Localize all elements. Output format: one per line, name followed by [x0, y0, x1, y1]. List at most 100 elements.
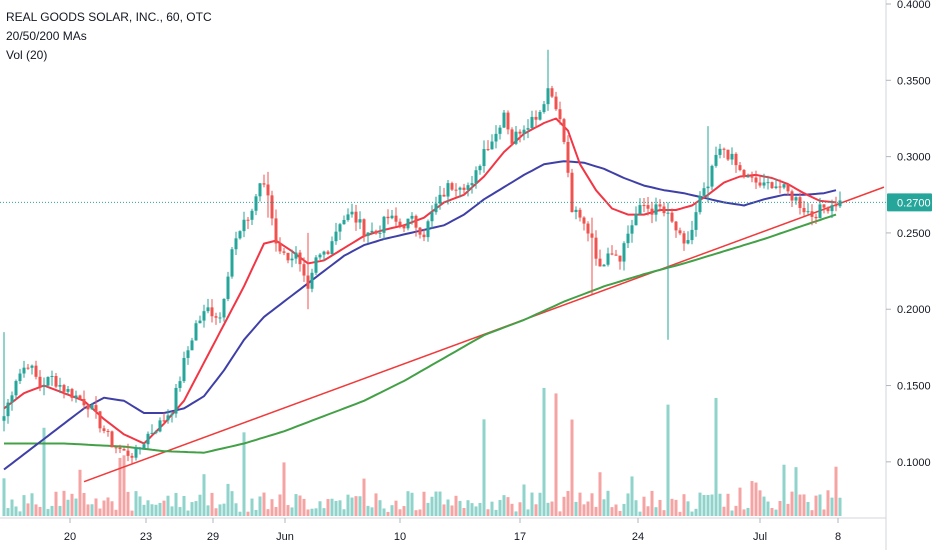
- volume-bar: [502, 495, 506, 516]
- candle-body: [318, 254, 322, 258]
- candle-body: [178, 381, 182, 388]
- last-price-label: 0.2700: [897, 197, 931, 209]
- volume-bar: [254, 509, 258, 516]
- volume-bar: [450, 505, 454, 516]
- volume-bar: [406, 491, 410, 516]
- candle-body: [646, 205, 650, 209]
- candle-body: [626, 233, 630, 244]
- volume-bar: [106, 497, 110, 516]
- candle-body: [242, 219, 246, 232]
- volume-bar: [630, 476, 634, 516]
- volume-bar: [790, 491, 794, 516]
- candle-body: [778, 186, 782, 188]
- volume-bar: [702, 494, 706, 516]
- volume-bar: [710, 494, 714, 516]
- candle-body: [246, 219, 250, 221]
- candle-body: [406, 218, 410, 229]
- volume-legend[interactable]: Vol (20): [6, 48, 48, 62]
- candle-body: [134, 448, 138, 458]
- last-price-label-bg: [887, 193, 932, 212]
- candle-body: [750, 176, 754, 178]
- volume-bar: [18, 511, 22, 516]
- candle-body: [506, 112, 510, 130]
- volume-bar: [182, 495, 186, 516]
- candle-body: [774, 186, 778, 189]
- volume-bar: [398, 509, 402, 516]
- volume-bar: [130, 510, 134, 516]
- candle-body: [590, 233, 594, 238]
- candle-body: [650, 208, 654, 215]
- candle-body: [386, 216, 390, 219]
- volume-bar: [618, 510, 622, 516]
- volume-bar: [138, 496, 142, 516]
- volume-bar: [602, 499, 606, 516]
- volume-bar: [330, 498, 334, 516]
- ma-legend[interactable]: 20/50/200 MAs: [6, 29, 87, 43]
- candle-body: [434, 203, 438, 213]
- candle-body: [442, 194, 446, 197]
- volume-bar: [10, 499, 14, 516]
- volume-bar: [802, 494, 806, 516]
- candle-body: [586, 223, 590, 234]
- candle-body: [298, 252, 302, 265]
- candle-body: [634, 214, 638, 226]
- volume-bar: [242, 432, 246, 516]
- candle-body: [482, 149, 486, 167]
- volume-bar: [394, 500, 398, 516]
- volume-bar: [538, 492, 542, 516]
- candle-body: [618, 255, 622, 262]
- candle-body: [86, 405, 90, 410]
- volume-bar: [798, 494, 802, 516]
- candle-body: [698, 195, 702, 213]
- volume-bar: [390, 505, 394, 516]
- time-axis[interactable]: 20 23 29 Jun 10 17 24 Jul 8: [64, 518, 841, 543]
- volume-bar: [46, 509, 50, 516]
- volume-bar: [518, 502, 522, 516]
- candle-body: [70, 389, 74, 398]
- candle-body: [718, 148, 722, 155]
- volume-bar: [662, 510, 666, 516]
- candle-body: [194, 323, 198, 341]
- volume-bar: [682, 494, 686, 516]
- candle-body: [74, 395, 78, 398]
- candle-body: [702, 188, 706, 196]
- volume-bar: [594, 506, 598, 516]
- candle-body: [570, 172, 574, 213]
- volume-bar: [762, 496, 766, 516]
- volume-bar: [282, 462, 286, 516]
- price-tick-label: 0.1500: [897, 381, 931, 393]
- volume-bar: [554, 393, 558, 516]
- volume-bar: [622, 503, 626, 516]
- volume-bar: [110, 501, 114, 516]
- candle-body: [106, 430, 110, 432]
- volume-bar: [58, 505, 62, 516]
- candle-body: [474, 170, 478, 184]
- candle-body: [758, 182, 762, 186]
- candle-body: [542, 104, 546, 113]
- volume-bar: [514, 511, 518, 516]
- volume-bar: [754, 482, 758, 516]
- volume-bar: [530, 492, 534, 516]
- volume-bar: [698, 492, 702, 516]
- volume-bar: [134, 491, 138, 516]
- volume-bar: [374, 493, 378, 516]
- candle-body: [430, 212, 434, 222]
- candle-body: [470, 183, 474, 186]
- volume-bar: [42, 427, 46, 516]
- candle-body: [686, 240, 690, 244]
- candle-body: [390, 215, 394, 219]
- volume-bars: [2, 387, 842, 516]
- candle-body: [146, 433, 150, 445]
- volume-bar: [402, 506, 406, 516]
- candle-body: [446, 183, 450, 197]
- candle-body: [502, 112, 506, 128]
- volume-bar: [102, 500, 106, 516]
- volume-bar: [34, 504, 38, 516]
- chart-title[interactable]: REAL GOODS SOLAR, INC., 60, OTC: [6, 10, 212, 24]
- volume-bar: [358, 496, 362, 516]
- volume-bar: [454, 495, 458, 516]
- price-axis[interactable]: 0.4000 0.3500 0.3000 0.2500 0.2000 0.1500 0.10…: [886, 0, 931, 469]
- volume-bar: [294, 494, 298, 516]
